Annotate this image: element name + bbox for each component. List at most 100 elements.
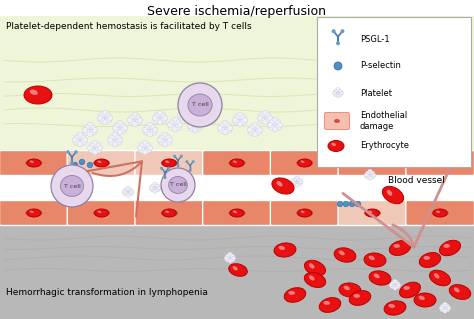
Circle shape — [87, 145, 92, 151]
Circle shape — [163, 115, 168, 121]
Circle shape — [146, 122, 154, 129]
Circle shape — [102, 120, 108, 125]
Ellipse shape — [393, 244, 400, 248]
Ellipse shape — [298, 159, 312, 167]
Text: T cell: T cell — [191, 102, 209, 108]
Circle shape — [365, 171, 369, 175]
Circle shape — [442, 305, 448, 311]
Circle shape — [396, 281, 400, 285]
Circle shape — [192, 160, 195, 163]
Circle shape — [128, 188, 133, 192]
Ellipse shape — [228, 264, 247, 276]
Circle shape — [196, 121, 201, 126]
Circle shape — [206, 114, 214, 122]
Circle shape — [372, 173, 376, 177]
Circle shape — [98, 145, 103, 151]
Bar — [0, 169, 474, 224]
Ellipse shape — [365, 209, 379, 217]
Circle shape — [123, 191, 128, 196]
Text: Endothelial
damage: Endothelial damage — [360, 111, 407, 131]
Circle shape — [153, 116, 160, 123]
Circle shape — [371, 171, 374, 175]
Circle shape — [365, 174, 370, 179]
Circle shape — [157, 120, 163, 125]
Circle shape — [173, 127, 178, 132]
Circle shape — [207, 110, 213, 117]
Circle shape — [263, 120, 267, 125]
Circle shape — [82, 137, 88, 143]
Circle shape — [150, 128, 157, 135]
Circle shape — [259, 113, 264, 118]
Ellipse shape — [374, 273, 380, 278]
Circle shape — [443, 309, 447, 313]
Circle shape — [391, 281, 394, 285]
Circle shape — [271, 121, 279, 129]
Circle shape — [99, 113, 104, 118]
Circle shape — [142, 140, 148, 147]
Ellipse shape — [26, 159, 42, 167]
Circle shape — [224, 256, 228, 260]
Circle shape — [132, 112, 138, 119]
Circle shape — [159, 135, 164, 140]
FancyBboxPatch shape — [203, 151, 271, 175]
Circle shape — [105, 116, 112, 123]
Circle shape — [368, 176, 372, 180]
Circle shape — [126, 186, 131, 191]
Circle shape — [261, 114, 269, 122]
Circle shape — [191, 118, 199, 125]
Circle shape — [334, 62, 342, 70]
Text: Platelet-dependent hemostasis is facilitated by T cells: Platelet-dependent hemostasis is facilit… — [6, 22, 252, 31]
Circle shape — [128, 117, 132, 122]
Ellipse shape — [228, 209, 246, 217]
Ellipse shape — [454, 287, 460, 293]
Ellipse shape — [387, 190, 392, 196]
Circle shape — [123, 188, 128, 192]
Circle shape — [152, 185, 158, 191]
Circle shape — [257, 115, 263, 121]
Circle shape — [292, 181, 297, 186]
Ellipse shape — [389, 241, 410, 256]
Circle shape — [178, 122, 182, 128]
Circle shape — [185, 160, 188, 163]
Circle shape — [161, 113, 166, 118]
Circle shape — [156, 110, 164, 117]
Circle shape — [203, 116, 210, 123]
Circle shape — [228, 252, 233, 257]
Bar — [0, 0, 474, 16]
Ellipse shape — [24, 86, 52, 104]
Ellipse shape — [278, 246, 285, 250]
Circle shape — [276, 120, 281, 125]
FancyArrowPatch shape — [343, 166, 451, 247]
Ellipse shape — [419, 296, 425, 300]
Ellipse shape — [400, 282, 420, 298]
Ellipse shape — [277, 181, 283, 187]
Ellipse shape — [27, 209, 41, 217]
Ellipse shape — [284, 288, 306, 302]
Ellipse shape — [188, 94, 212, 116]
Circle shape — [227, 255, 233, 261]
Circle shape — [211, 113, 216, 118]
Circle shape — [138, 146, 145, 153]
Circle shape — [248, 128, 255, 135]
Circle shape — [143, 128, 150, 135]
Circle shape — [237, 112, 244, 119]
Ellipse shape — [429, 270, 450, 286]
FancyBboxPatch shape — [338, 201, 407, 226]
Circle shape — [77, 132, 83, 139]
Circle shape — [367, 169, 373, 174]
Circle shape — [440, 307, 445, 312]
Circle shape — [128, 118, 135, 125]
Circle shape — [73, 137, 77, 143]
Circle shape — [98, 116, 105, 123]
Circle shape — [241, 115, 246, 120]
Ellipse shape — [434, 273, 439, 278]
Ellipse shape — [301, 211, 305, 213]
Circle shape — [84, 125, 89, 130]
Ellipse shape — [169, 176, 187, 194]
Circle shape — [108, 138, 115, 145]
Circle shape — [74, 150, 78, 154]
Circle shape — [155, 187, 160, 192]
Ellipse shape — [27, 159, 41, 167]
Ellipse shape — [433, 209, 447, 217]
Circle shape — [173, 155, 176, 158]
